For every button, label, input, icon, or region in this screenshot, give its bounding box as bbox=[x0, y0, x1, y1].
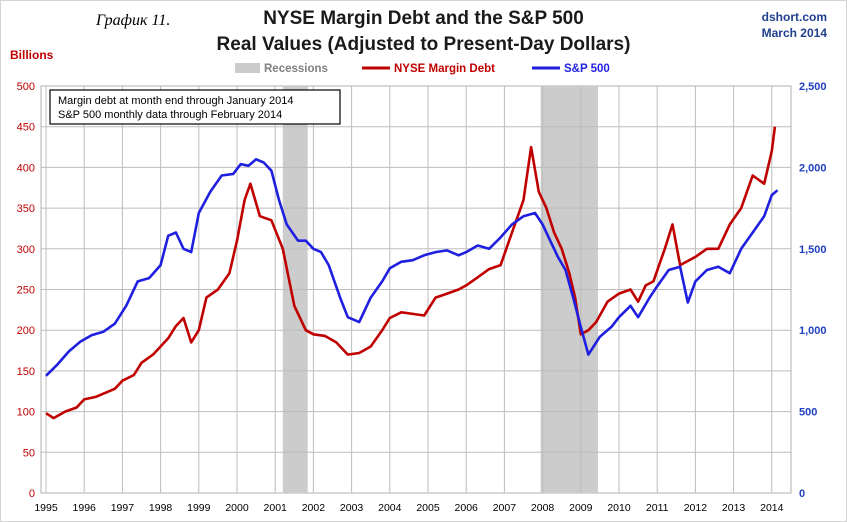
y-tick-label: 250 bbox=[17, 285, 35, 297]
y-tick-label: 500 bbox=[17, 81, 35, 93]
x-tick-label: 2004 bbox=[378, 502, 402, 514]
y2-tick-label: 1,000 bbox=[799, 325, 827, 337]
x-tick-label: 2003 bbox=[340, 502, 364, 514]
y-tick-label: 100 bbox=[17, 407, 35, 419]
y-tick-label: 150 bbox=[17, 366, 35, 378]
y2-tick-label: 2,000 bbox=[799, 162, 827, 174]
x-tick-label: 2011 bbox=[646, 502, 669, 514]
x-tick-label: 2010 bbox=[607, 502, 631, 514]
x-tick-label: 2005 bbox=[416, 502, 440, 514]
x-tick-label: 2000 bbox=[225, 502, 249, 514]
y-tick-label: 350 bbox=[17, 203, 35, 215]
annotation-line-1: Margin debt at month end through January… bbox=[58, 95, 293, 107]
legend-sp500-label: S&P 500 bbox=[564, 63, 610, 75]
figure-caption: График 11. bbox=[96, 12, 171, 29]
x-tick-label: 2001 bbox=[264, 502, 288, 514]
y-tick-label: 300 bbox=[17, 244, 35, 256]
legend-recession-label: Recessions bbox=[264, 63, 328, 75]
legend-recession-swatch bbox=[235, 63, 260, 73]
chart-subtitle: Real Values (Adjusted to Present-Day Dol… bbox=[216, 34, 631, 55]
annotation-box bbox=[49, 89, 341, 125]
y2-tick-label: 500 bbox=[799, 407, 817, 419]
x-tick-label: 2014 bbox=[760, 502, 784, 514]
x-tick-label: 2009 bbox=[569, 502, 593, 514]
x-tick-label: 2002 bbox=[302, 502, 326, 514]
y2-tick-label: 1,500 bbox=[799, 244, 827, 256]
annotation-line-2: S&P 500 monthly data through February 20… bbox=[58, 109, 282, 121]
y-tick-label: 50 bbox=[23, 447, 35, 459]
legend-margin-label: NYSE Margin Debt bbox=[394, 63, 495, 75]
y-axis-label: Billions bbox=[10, 48, 54, 62]
x-tick-label: 1996 bbox=[73, 502, 97, 514]
y-tick-label: 200 bbox=[17, 325, 35, 337]
y2-tick-label: 0 bbox=[799, 488, 805, 500]
y2-tick-label: 2,500 bbox=[799, 81, 827, 93]
date-label: March 2014 bbox=[761, 26, 827, 40]
y-tick-label: 400 bbox=[17, 162, 35, 174]
margin-debt-series-line bbox=[45, 126, 777, 420]
y-tick-label: 0 bbox=[29, 488, 35, 500]
x-tick-label: 2013 bbox=[722, 502, 746, 514]
chart-title: NYSE Margin Debt and the S&P 500 bbox=[263, 8, 584, 29]
x-tick-label: 2007 bbox=[493, 502, 517, 514]
x-tick-label: 2006 bbox=[455, 502, 479, 514]
y-tick-label: 450 bbox=[17, 122, 35, 134]
source-label: dshort.com bbox=[761, 10, 827, 24]
x-tick-label: 2012 bbox=[684, 502, 708, 514]
x-tick-label: 1995 bbox=[34, 502, 58, 514]
x-tick-label: 1999 bbox=[187, 502, 211, 514]
sp500-series-line bbox=[45, 158, 779, 377]
x-tick-label: 1997 bbox=[111, 502, 135, 514]
x-tick-label: 1998 bbox=[149, 502, 173, 514]
x-tick-label: 2008 bbox=[531, 502, 555, 514]
